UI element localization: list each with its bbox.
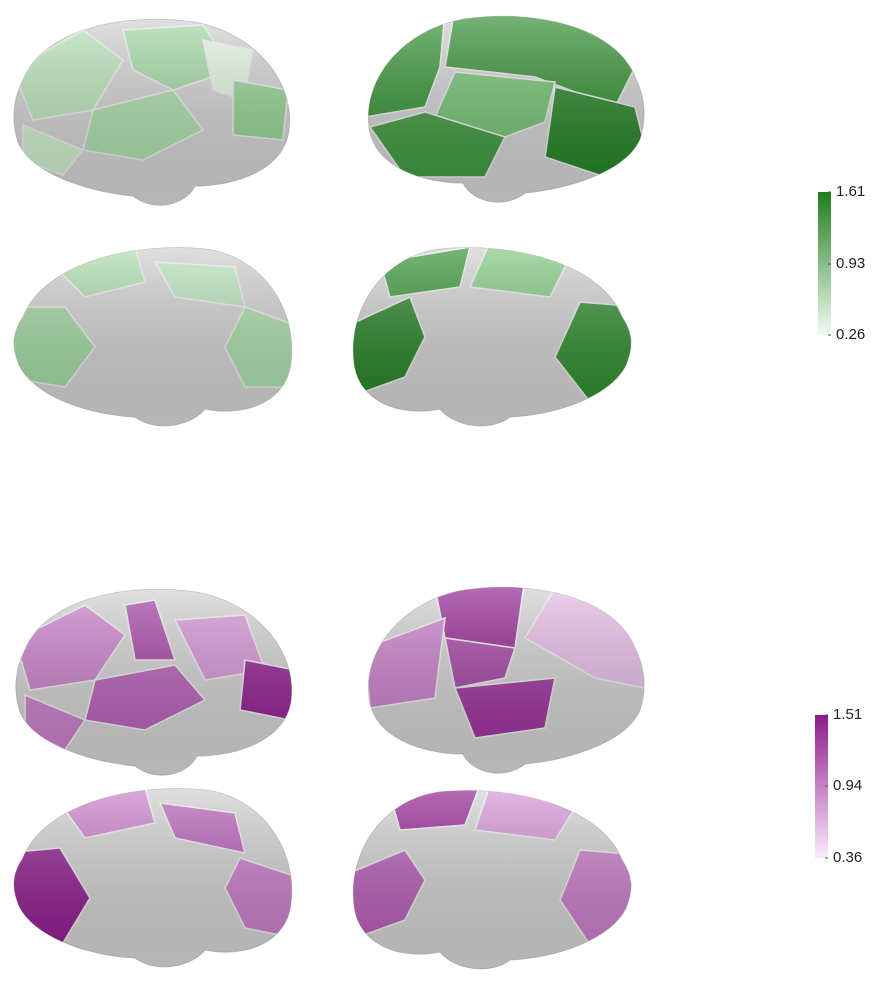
colorbar-tick-label: 1.61	[836, 183, 865, 200]
brain-surface	[13, 247, 293, 427]
brain-surface	[367, 15, 645, 203]
colorbar-tick-label: 0.93	[836, 255, 865, 272]
colorbar	[818, 192, 831, 335]
colorbar	[815, 715, 828, 858]
brain-surface	[352, 790, 632, 970]
colorbars: 0.26 0.93 1.61 0.36 0.94 1.51	[815, 183, 865, 866]
colorbar-tick-label: 0.36	[833, 849, 862, 866]
brain-surface	[13, 788, 293, 968]
brain-surface	[352, 247, 632, 427]
brain-surface	[13, 18, 291, 206]
brain-surface	[15, 588, 293, 776]
colorbar-tick-label: 0.94	[833, 777, 862, 794]
brain-surface	[367, 586, 645, 774]
colorbar-tick-label: 0.26	[836, 326, 865, 343]
colorbar-tick-label: 1.51	[833, 706, 862, 723]
